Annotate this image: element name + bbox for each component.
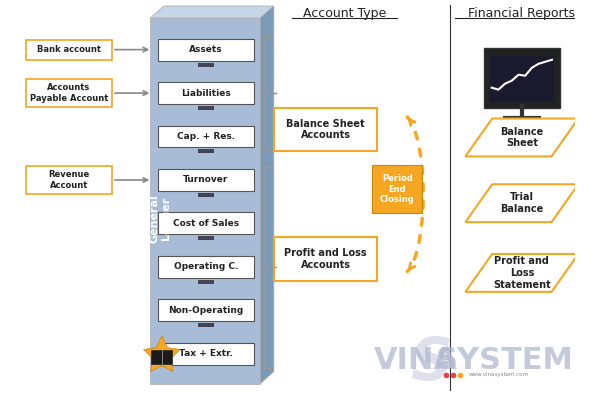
FancyBboxPatch shape: [26, 40, 112, 60]
Polygon shape: [151, 18, 260, 384]
FancyBboxPatch shape: [158, 39, 254, 60]
Text: SYSTEM: SYSTEM: [436, 346, 574, 375]
FancyBboxPatch shape: [198, 323, 214, 327]
FancyBboxPatch shape: [158, 343, 254, 365]
FancyBboxPatch shape: [198, 236, 214, 240]
FancyBboxPatch shape: [274, 237, 377, 281]
Polygon shape: [466, 118, 578, 156]
Text: Balance
Sheet: Balance Sheet: [500, 127, 544, 148]
Text: Liabilities: Liabilities: [181, 88, 231, 98]
FancyBboxPatch shape: [158, 126, 254, 148]
Text: Accounts
Payable Account: Accounts Payable Account: [30, 83, 108, 103]
FancyBboxPatch shape: [198, 193, 214, 197]
Text: Account Type: Account Type: [303, 7, 386, 20]
Text: Assets: Assets: [189, 45, 223, 54]
Text: Bank account: Bank account: [37, 45, 101, 54]
Text: Financial Reports: Financial Reports: [469, 7, 575, 20]
FancyBboxPatch shape: [198, 280, 214, 284]
Polygon shape: [466, 254, 578, 292]
Text: Non-Operating: Non-Operating: [168, 306, 244, 315]
FancyBboxPatch shape: [490, 56, 554, 102]
Text: Balance Sheet
Accounts: Balance Sheet Accounts: [286, 119, 365, 140]
Text: Cost of Sales: Cost of Sales: [173, 219, 239, 228]
Text: Period
End
Closing: Period End Closing: [380, 174, 415, 204]
Text: Operating C.: Operating C.: [173, 262, 238, 271]
Text: www.vinasystem.com: www.vinasystem.com: [469, 372, 529, 377]
Polygon shape: [143, 336, 180, 372]
Text: Revenue
Account: Revenue Account: [49, 170, 89, 190]
Text: Tax + Extr.: Tax + Extr.: [179, 349, 233, 358]
Text: VINA: VINA: [373, 346, 457, 375]
FancyBboxPatch shape: [151, 350, 172, 364]
Polygon shape: [151, 6, 274, 18]
FancyBboxPatch shape: [26, 79, 112, 107]
Text: Profit and
Loss
Statement: Profit and Loss Statement: [493, 256, 551, 290]
FancyBboxPatch shape: [198, 150, 214, 154]
Text: Turnover: Turnover: [183, 176, 229, 184]
Text: General
Ledger: General Ledger: [149, 194, 171, 243]
FancyBboxPatch shape: [158, 82, 254, 104]
Polygon shape: [260, 6, 274, 384]
FancyBboxPatch shape: [26, 166, 112, 194]
FancyBboxPatch shape: [274, 108, 377, 152]
FancyBboxPatch shape: [198, 62, 214, 66]
FancyBboxPatch shape: [373, 165, 422, 213]
FancyBboxPatch shape: [158, 299, 254, 321]
FancyBboxPatch shape: [158, 212, 254, 234]
FancyBboxPatch shape: [198, 106, 214, 110]
Text: Trial
Balance: Trial Balance: [500, 192, 544, 214]
Text: Cap. + Res.: Cap. + Res.: [177, 132, 235, 141]
FancyBboxPatch shape: [158, 169, 254, 191]
FancyBboxPatch shape: [158, 256, 254, 278]
FancyBboxPatch shape: [484, 48, 560, 108]
Text: Profit and Loss
Accounts: Profit and Loss Accounts: [284, 248, 367, 270]
Polygon shape: [466, 184, 578, 222]
Text: S: S: [410, 335, 452, 392]
